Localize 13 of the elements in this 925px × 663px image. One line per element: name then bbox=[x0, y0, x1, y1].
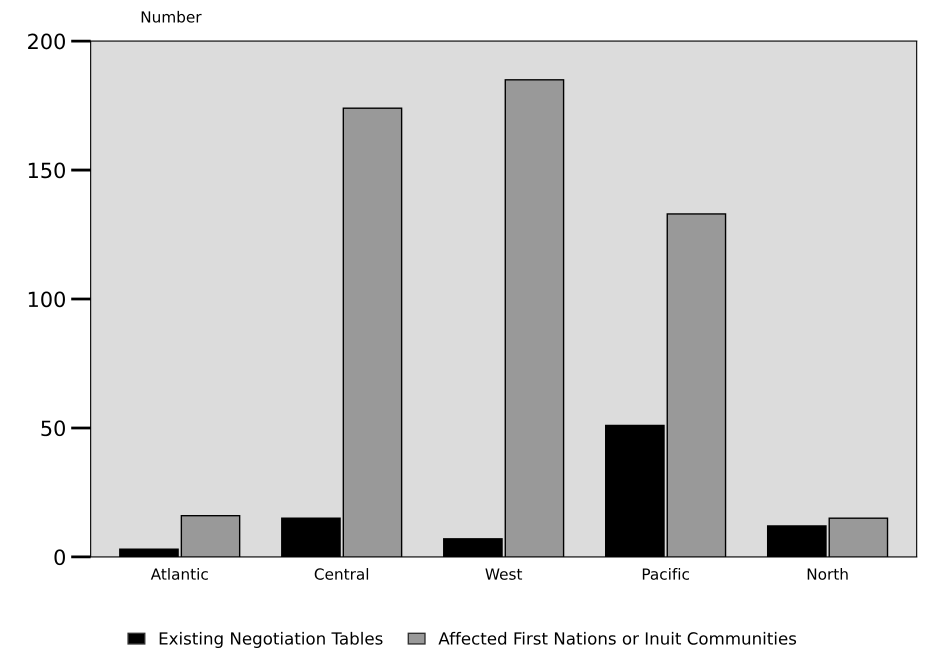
legend-label: Existing Negotiation Tables bbox=[160, 632, 382, 648]
y-tick-label: 100 bbox=[28, 291, 65, 308]
y-tick-label: 150 bbox=[28, 162, 65, 178]
x-tick-label: West bbox=[485, 568, 522, 580]
legend-label: Affected First Nations or Inuit Communities bbox=[438, 632, 796, 645]
x-tick-label: North bbox=[808, 568, 848, 580]
y-axis-title: Number bbox=[142, 10, 202, 23]
x-tick-label: Central bbox=[314, 568, 368, 580]
y-tick-label: 0 bbox=[54, 549, 65, 566]
y-tick-label: 50 bbox=[41, 420, 65, 436]
y-tick-label: 200 bbox=[28, 34, 65, 50]
x-tick-label: Atlantic bbox=[150, 568, 208, 580]
x-tick-label: Pacific bbox=[642, 568, 689, 580]
